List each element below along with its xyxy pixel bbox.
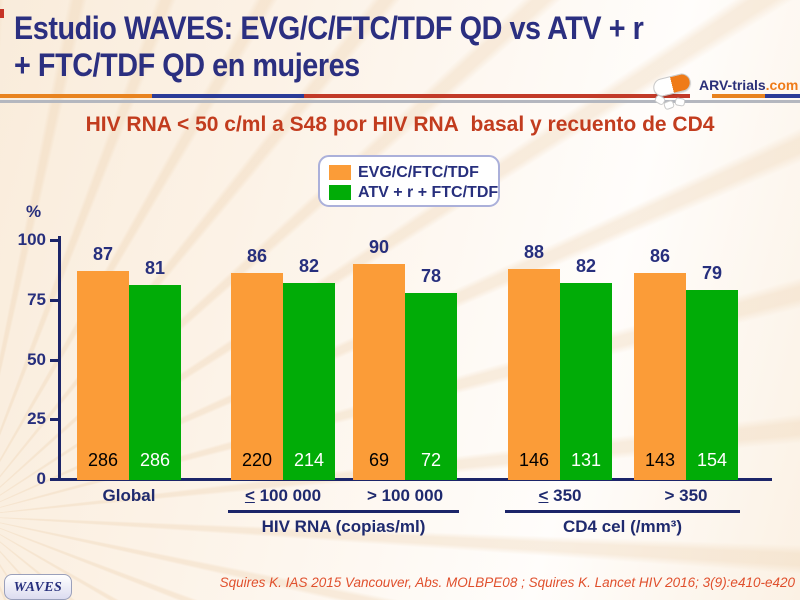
bar bbox=[686, 290, 738, 480]
bar-value-label: 87 bbox=[92, 244, 114, 265]
x-category-label: Global bbox=[102, 486, 156, 505]
bar-value-label: 82 bbox=[298, 256, 320, 277]
bar bbox=[283, 283, 335, 480]
bar-n-label: 146 bbox=[518, 450, 550, 470]
bar-n-label: 131 bbox=[570, 450, 602, 470]
x-category-label: > 100 000 bbox=[366, 486, 444, 505]
y-tick-label: 25 bbox=[27, 409, 46, 429]
bar bbox=[77, 271, 129, 480]
bar-value-label: 90 bbox=[368, 236, 390, 257]
bar-n-label: 286 bbox=[139, 450, 171, 470]
chart-title: HIV RNA < 50 c/ml a S48 por HIV RNA basa… bbox=[85, 113, 715, 136]
group-axis-line bbox=[228, 510, 459, 513]
bar bbox=[353, 263, 405, 480]
legend-swatch bbox=[329, 185, 351, 200]
arv-trials-logo: ARV-trials.com bbox=[645, 68, 800, 111]
underlined-lt-sign: < bbox=[244, 486, 255, 505]
divider-segment bbox=[152, 94, 304, 98]
bar bbox=[231, 273, 283, 480]
x-category-label: > 350 bbox=[664, 486, 708, 505]
page-title-line2: + FTC/TDF QD en mujeres bbox=[14, 47, 360, 83]
title-divider-gray-stripe bbox=[0, 100, 800, 103]
group-axis-label: HIV RNA (copias/ml) bbox=[261, 517, 426, 536]
y-axis-unit-label: % bbox=[26, 202, 42, 221]
x-category-label: < 350 bbox=[538, 486, 582, 505]
bar-value-label: 82 bbox=[575, 256, 597, 277]
group-axis-line bbox=[505, 510, 740, 513]
legend-label: EVG/C/FTC/TDF bbox=[358, 163, 479, 181]
x-category-label: < 100 000 bbox=[244, 486, 322, 505]
waves-badge: WAVES bbox=[4, 574, 72, 600]
y-tick-mark bbox=[50, 298, 59, 302]
y-tick-mark bbox=[50, 358, 59, 362]
legend: EVG/C/FTC/TDF ATV + r + FTC/TDF bbox=[318, 155, 500, 207]
bar-value-label: 78 bbox=[420, 265, 442, 286]
bar-n-label: 72 bbox=[420, 450, 442, 470]
underlined-lt-sign: < bbox=[538, 486, 549, 505]
logo-text: ARV-trials.com bbox=[699, 77, 799, 93]
divider-segment bbox=[0, 94, 152, 98]
y-tick-mark bbox=[50, 239, 59, 242]
page-title: Estudio WAVES: EVG/C/FTC/TDF QD vs ATV +… bbox=[14, 10, 716, 84]
logo-suffix: .com bbox=[765, 77, 799, 93]
bar-value-label: 86 bbox=[649, 246, 671, 267]
y-tick-label: 50 bbox=[27, 349, 46, 369]
bar bbox=[405, 292, 457, 480]
bar-n-label: 69 bbox=[368, 450, 390, 470]
y-tick-mark bbox=[50, 418, 59, 422]
page-title-line1: Estudio WAVES: EVG/C/FTC/TDF QD vs ATV +… bbox=[14, 10, 644, 46]
bar bbox=[129, 285, 181, 480]
reference-text: Squires K. IAS 2015 Vancouver, Abs. MOLB… bbox=[219, 575, 795, 590]
bar-n-label: 214 bbox=[293, 450, 325, 470]
legend-label: ATV + r + FTC/TDF bbox=[358, 183, 499, 201]
bar-value-label: 86 bbox=[246, 246, 268, 267]
bar-value-label: 81 bbox=[144, 258, 166, 279]
bar bbox=[560, 283, 612, 480]
y-tick-label: 75 bbox=[27, 289, 46, 309]
bar-value-label: 79 bbox=[701, 263, 723, 284]
legend-item: EVG/C/FTC/TDF bbox=[329, 163, 498, 182]
bar bbox=[508, 268, 560, 480]
bar-n-label: 286 bbox=[87, 450, 119, 470]
y-tick-label: 100 bbox=[17, 230, 46, 249]
title-divider-stripe bbox=[0, 94, 800, 98]
bar-n-label: 220 bbox=[241, 450, 273, 470]
group-axis-label: CD4 cel (/mm³) bbox=[562, 517, 683, 536]
corner-mark bbox=[0, 9, 4, 18]
y-tick-mark bbox=[50, 478, 59, 481]
y-tick-label: 0 bbox=[36, 469, 46, 488]
divider-segment bbox=[304, 94, 690, 98]
legend-swatch bbox=[329, 165, 351, 180]
bar bbox=[634, 273, 686, 480]
y-axis-line bbox=[58, 236, 61, 481]
bar-n-label: 143 bbox=[644, 450, 676, 470]
divider-segment bbox=[712, 94, 765, 98]
bar-value-label: 88 bbox=[523, 241, 545, 262]
bar-n-label: 154 bbox=[696, 450, 728, 470]
legend-item: ATV + r + FTC/TDF bbox=[329, 183, 498, 202]
divider-segment bbox=[765, 94, 800, 98]
